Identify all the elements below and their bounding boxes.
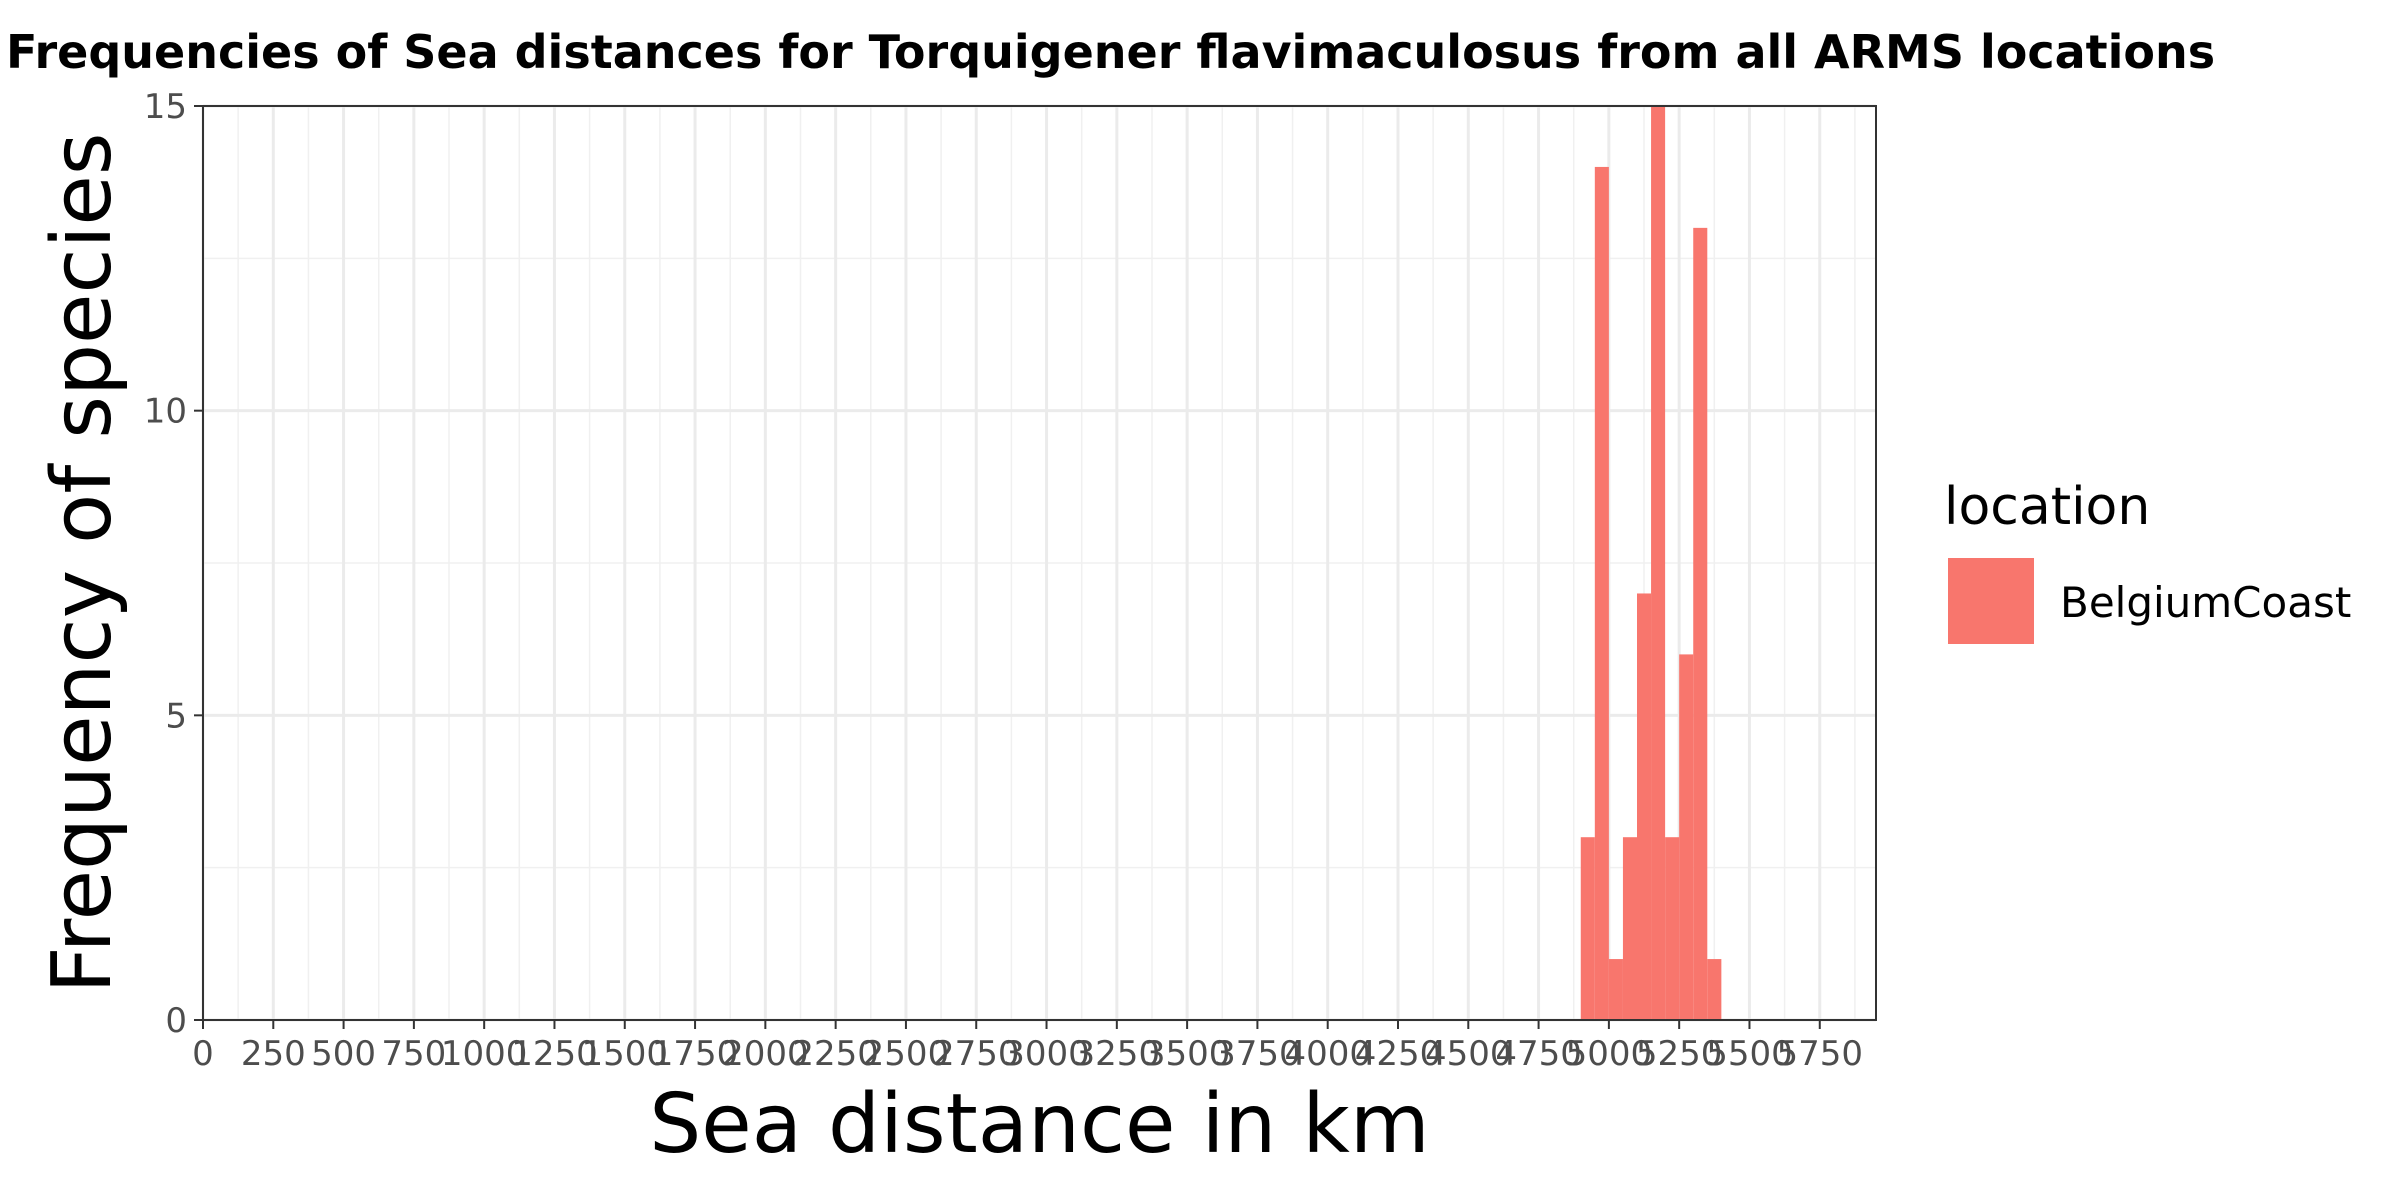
x-tick-label: 3750 — [1214, 1034, 1301, 1074]
x-tick-label: 4500 — [1425, 1034, 1512, 1074]
histogram-bar — [1679, 654, 1694, 1020]
x-axis-title: Sea distance in km — [649, 1077, 1430, 1172]
x-tick-label: 1250 — [511, 1034, 598, 1074]
x-tick-label: 1500 — [581, 1034, 668, 1074]
histogram-bars — [1580, 106, 1722, 1020]
y-tick-label: 15 — [144, 87, 187, 127]
x-tick-label: 750 — [381, 1034, 446, 1074]
x-tick-label: 2250 — [792, 1034, 879, 1074]
x-tick-label: 1750 — [652, 1034, 739, 1074]
y-tick-label: 5 — [165, 696, 187, 736]
x-tick-label: 1000 — [441, 1034, 528, 1074]
x-tick-label: 3500 — [1144, 1034, 1231, 1074]
histogram-bar — [1707, 959, 1722, 1020]
x-tick-label: 5250 — [1636, 1034, 1723, 1074]
y-axis-title: Frequency of species — [35, 132, 130, 993]
legend-label-belgiumcoast: BelgiumCoast — [2060, 578, 2351, 627]
y-axis: 0 5 10 15 — [144, 87, 203, 1041]
histogram-bar — [1651, 106, 1666, 1020]
x-tick-label: 2500 — [863, 1034, 950, 1074]
x-tick-label: 2000 — [722, 1034, 809, 1074]
x-tick-label: 5750 — [1776, 1034, 1863, 1074]
histogram-bar — [1622, 837, 1637, 1020]
histogram-bar — [1665, 837, 1680, 1020]
x-tick-label: 2750 — [933, 1034, 1020, 1074]
x-tick-label: 3250 — [1074, 1034, 1161, 1074]
histogram-bar — [1693, 227, 1708, 1020]
legend-title: location — [1944, 477, 2150, 537]
x-tick-label: 4250 — [1355, 1034, 1442, 1074]
x-tick-label: 4000 — [1284, 1034, 1371, 1074]
plot-panel-border — [202, 105, 1877, 1021]
legend: location BelgiumCoast — [1944, 477, 2351, 644]
grid-lines — [201, 104, 1876, 1022]
y-tick-label: 0 — [165, 1001, 187, 1041]
histogram-bar — [1580, 837, 1595, 1020]
histogram-bar — [1637, 593, 1652, 1020]
x-tick-label: 0 — [192, 1034, 214, 1074]
histogram-bar — [1608, 959, 1623, 1020]
x-tick-label: 5500 — [1706, 1034, 1793, 1074]
histogram-bar — [1594, 166, 1609, 1020]
x-tick-label: 5000 — [1566, 1034, 1653, 1074]
x-tick-label: 250 — [241, 1034, 306, 1074]
x-axis: 0 250 500 750100012501500175020002250250027… — [192, 1020, 1863, 1074]
x-tick-label: 3000 — [1003, 1034, 1090, 1074]
legend-key-belgiumcoast — [1948, 558, 2034, 644]
y-tick-label: 10 — [144, 392, 187, 432]
x-tick-label: 4750 — [1495, 1034, 1582, 1074]
chart-title: Frequencies of Sea distances for Torquig… — [6, 25, 2215, 79]
x-tick-label: 500 — [311, 1034, 376, 1074]
